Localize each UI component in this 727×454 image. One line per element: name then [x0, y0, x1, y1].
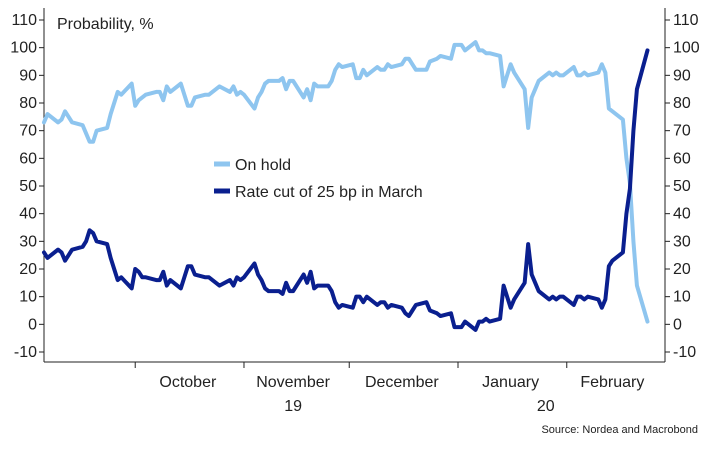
y-tick-label-right: -10 [673, 344, 696, 361]
y-tick-label-right: 90 [673, 67, 691, 84]
y-tick-label-left: 50 [19, 178, 37, 195]
y-tick-label-right: 0 [673, 316, 682, 333]
y-tick-label-left: 20 [19, 261, 37, 278]
series-line-rate-cut [42, 48, 650, 332]
y-tick-label-right: 50 [673, 178, 691, 195]
y-tick-label-right: 80 [673, 95, 691, 112]
x-tick-label-month: January [482, 374, 539, 391]
y-tick-label-right: 40 [673, 206, 691, 223]
x-tick-label-year: 20 [537, 398, 555, 415]
y-tick-label-right: 110 [673, 12, 699, 29]
y-tick-label-left: 70 [19, 123, 37, 140]
y-tick-label-left: 30 [19, 233, 37, 250]
x-tick-label-month: December [365, 374, 439, 391]
y-tick-label-right: 60 [673, 150, 691, 167]
y-tick-label-left: 0 [28, 316, 37, 333]
legend-label-on-hold: On hold [235, 157, 291, 174]
x-tick-label-month: October [159, 374, 217, 391]
axes [39, 8, 670, 368]
y-tick-label-right: 10 [673, 289, 691, 306]
y-axis-title: Probability, % [57, 16, 154, 33]
y-tick-label-left: 40 [19, 206, 37, 223]
legend-label-rate-cut: Rate cut of 25 bp in March [235, 184, 423, 201]
legend: On hold Rate cut of 25 bp in March [214, 157, 423, 201]
y-tick-label-left: 10 [19, 289, 37, 306]
x-tick-label-year: 19 [284, 398, 302, 415]
y-tick-label-right: 100 [673, 40, 700, 57]
source-note: Source: Nordea and Macrobond [541, 424, 698, 436]
series-line-on-hold [42, 40, 650, 324]
y-tick-label-right: 20 [673, 261, 691, 278]
x-tick-label-month: November [256, 374, 330, 391]
y-tick-label-left: 100 [10, 40, 37, 57]
series-layer [42, 40, 650, 332]
y-tick-label-left: 80 [19, 95, 37, 112]
y-tick-label-right: 70 [673, 123, 691, 140]
y-tick-label-left: 110 [11, 12, 37, 29]
y-tick-label-left: 90 [19, 67, 37, 84]
y-tick-label-right: 30 [673, 233, 691, 250]
tick-labels: -10 -10 0 0 10 10 20 20 30 30 40 40 50 50 60 60 70 70 80 80… [10, 12, 700, 415]
y-tick-label-left: 60 [19, 150, 37, 167]
x-tick-label-month: February [580, 374, 644, 391]
y-tick-label-left: -10 [14, 344, 37, 361]
